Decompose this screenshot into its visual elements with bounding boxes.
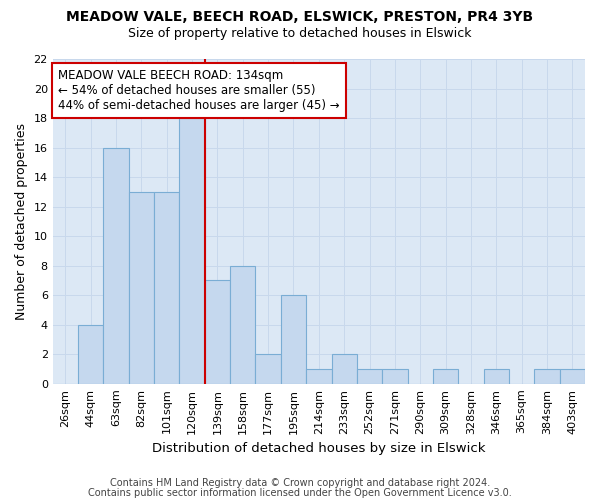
Bar xyxy=(484,369,509,384)
X-axis label: Distribution of detached houses by size in Elswick: Distribution of detached houses by size … xyxy=(152,442,485,455)
Bar xyxy=(560,369,585,384)
Bar xyxy=(179,118,205,384)
Bar xyxy=(357,369,382,384)
Bar xyxy=(332,354,357,384)
Text: Contains HM Land Registry data © Crown copyright and database right 2024.: Contains HM Land Registry data © Crown c… xyxy=(110,478,490,488)
Bar xyxy=(281,295,306,384)
Bar xyxy=(535,369,560,384)
Bar xyxy=(78,325,103,384)
Bar xyxy=(382,369,407,384)
Bar xyxy=(205,280,230,384)
Y-axis label: Number of detached properties: Number of detached properties xyxy=(15,123,28,320)
Bar xyxy=(154,192,179,384)
Bar xyxy=(306,369,332,384)
Text: Size of property relative to detached houses in Elswick: Size of property relative to detached ho… xyxy=(128,28,472,40)
Text: MEADOW VALE, BEECH ROAD, ELSWICK, PRESTON, PR4 3YB: MEADOW VALE, BEECH ROAD, ELSWICK, PRESTO… xyxy=(67,10,533,24)
Bar xyxy=(433,369,458,384)
Text: Contains public sector information licensed under the Open Government Licence v3: Contains public sector information licen… xyxy=(88,488,512,498)
Text: MEADOW VALE BEECH ROAD: 134sqm
← 54% of detached houses are smaller (55)
44% of : MEADOW VALE BEECH ROAD: 134sqm ← 54% of … xyxy=(58,68,340,112)
Bar xyxy=(230,266,256,384)
Bar xyxy=(256,354,281,384)
Bar xyxy=(103,148,129,384)
Bar xyxy=(129,192,154,384)
